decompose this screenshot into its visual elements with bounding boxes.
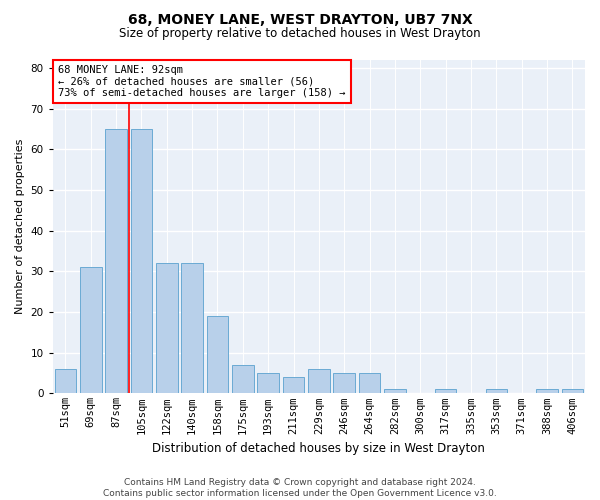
Bar (536, 390, 558, 394)
Bar (80, 268, 101, 394)
Bar (206, 316, 228, 394)
Text: 68, MONEY LANE, WEST DRAYTON, UB7 7NX: 68, MONEY LANE, WEST DRAYTON, UB7 7NX (128, 12, 472, 26)
Bar (156, 264, 178, 394)
Text: 68 MONEY LANE: 92sqm
← 26% of detached houses are smaller (56)
73% of semi-detac: 68 MONEY LANE: 92sqm ← 26% of detached h… (58, 65, 346, 98)
Bar (562, 390, 583, 394)
Bar (131, 129, 152, 394)
Bar (181, 264, 203, 394)
Bar (435, 390, 457, 394)
Bar (232, 365, 254, 394)
Bar (106, 129, 127, 394)
Bar (55, 369, 76, 394)
Text: Size of property relative to detached houses in West Drayton: Size of property relative to detached ho… (119, 28, 481, 40)
Bar (334, 373, 355, 394)
Bar (384, 390, 406, 394)
Y-axis label: Number of detached properties: Number of detached properties (15, 139, 25, 314)
Bar (485, 390, 507, 394)
Bar (257, 373, 279, 394)
Bar (308, 369, 329, 394)
Bar (283, 377, 304, 394)
Bar (359, 373, 380, 394)
Text: Contains HM Land Registry data © Crown copyright and database right 2024.
Contai: Contains HM Land Registry data © Crown c… (103, 478, 497, 498)
X-axis label: Distribution of detached houses by size in West Drayton: Distribution of detached houses by size … (152, 442, 485, 455)
